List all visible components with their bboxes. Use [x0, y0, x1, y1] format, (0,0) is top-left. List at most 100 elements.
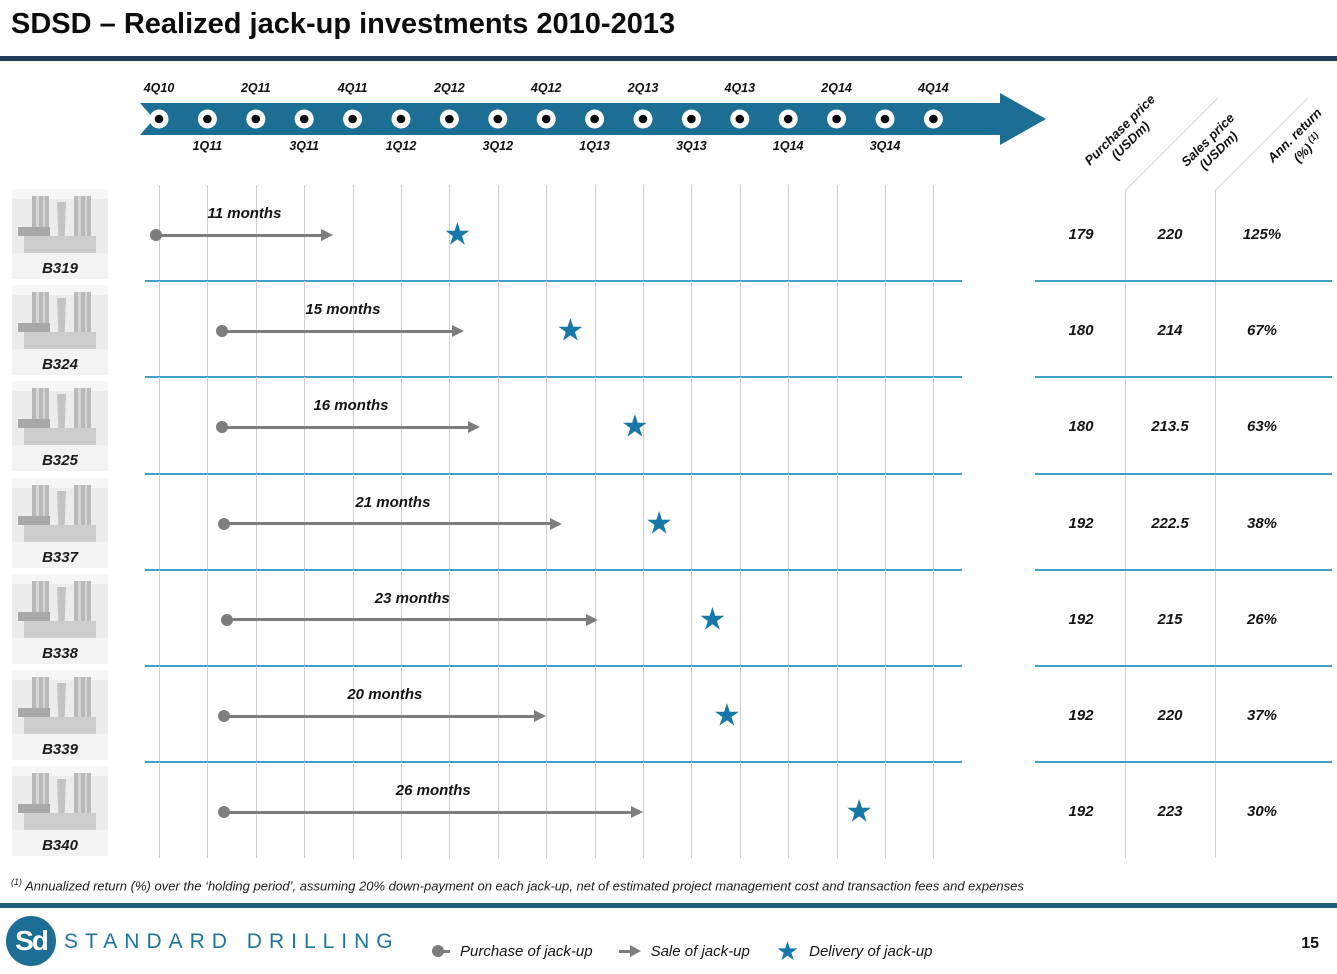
quarter-gridline	[836, 473, 838, 570]
jack-up-rig-image	[12, 189, 108, 279]
quarter-gridline	[836, 377, 838, 474]
rig-label: B337	[42, 548, 78, 566]
quarter-gridline	[739, 666, 741, 763]
delivery-star-icon: ★	[698, 601, 727, 637]
delivery-star-icon: ★	[556, 312, 585, 348]
quarter-gridline	[546, 569, 548, 666]
quarter-gridline	[207, 762, 209, 859]
quarter-gridline	[546, 473, 548, 570]
quarter-gridline	[933, 281, 935, 378]
quarter-gridline	[739, 377, 741, 474]
quarter-gridline	[207, 666, 209, 763]
quarter-gridline	[885, 762, 886, 859]
ann-return-value: 63%	[1246, 418, 1278, 436]
row-separator	[145, 568, 962, 571]
quarter-gridline	[788, 762, 790, 859]
quarter-gridline	[594, 666, 596, 763]
holding-period-label: 20 months	[347, 686, 423, 704]
quarter-gridline	[304, 185, 306, 282]
quarter-tick-label: 4Q13	[724, 81, 756, 95]
quarter-gridline	[691, 377, 693, 474]
quarter-gridline	[643, 185, 644, 282]
quarter-gridline	[788, 281, 790, 378]
quarter-tick-label: 3Q11	[289, 139, 320, 153]
quarter-gridline	[497, 473, 499, 570]
quarter-gridline	[885, 666, 886, 763]
rig-photo: B337	[12, 477, 108, 568]
quarter-tick-label: 2Q12	[434, 81, 465, 95]
row-separator	[1035, 472, 1332, 475]
jack-up-rig-image	[12, 285, 108, 376]
sales-price-value: 215	[1157, 610, 1183, 628]
page-title: SDSD – Realized jack-up investments 2010…	[11, 8, 676, 40]
holding-period-label: 11 months	[207, 205, 282, 223]
legend-item-sale: Sale of jack-up	[618, 942, 750, 960]
quarter-gridline	[546, 666, 548, 763]
quarter-tick-label: 4Q10	[143, 81, 175, 95]
quarter-gridline	[836, 569, 838, 666]
rig-row: B340 26 months ★ 192 223 30%	[0, 762, 1337, 859]
purchase-price-value: 192	[1068, 610, 1094, 628]
quarter-gridline	[449, 377, 451, 474]
table-column-divider	[1215, 190, 1216, 858]
holding-period-line	[228, 618, 587, 622]
holding-period-label: 16 months	[313, 397, 389, 415]
quarter-gridline	[788, 569, 790, 666]
quarter-gridline	[352, 281, 354, 378]
quarter-gridline	[594, 377, 596, 474]
legend-label: Sale of jack-up	[650, 942, 750, 960]
sale-arrow-icon	[451, 325, 464, 338]
sale-arrow-icon	[585, 613, 598, 626]
quarter-gridline	[546, 377, 548, 474]
delivery-star-icon: ★	[712, 697, 741, 733]
title-rule	[0, 56, 1337, 61]
quarter-gridline	[691, 762, 693, 859]
quarter-gridline	[304, 569, 306, 666]
quarter-tick-label: 1Q12	[385, 139, 417, 153]
row-separator	[145, 664, 962, 667]
quarter-gridline	[255, 762, 257, 859]
holding-period-line	[157, 233, 323, 237]
sales-price-value: 213.5	[1151, 418, 1189, 436]
quarter-gridline	[788, 666, 790, 763]
rig-label: B319	[42, 260, 78, 277]
quarter-gridline	[207, 377, 209, 474]
quarter-gridline	[207, 473, 209, 570]
delivery-star-icon: ★	[443, 216, 472, 252]
quarter-gridline	[739, 281, 741, 378]
quarter-gridline	[449, 762, 451, 859]
quarter-gridline	[546, 185, 548, 282]
quarter-gridline	[739, 762, 741, 859]
quarter-gridline	[691, 473, 693, 570]
quarter-gridline	[836, 185, 838, 282]
rig-photo: B325	[12, 381, 108, 472]
quarter-gridline	[885, 185, 886, 282]
legend-label: Purchase of jack-up	[460, 942, 593, 960]
sales-price-value: 220	[1157, 226, 1183, 244]
rig-label: B338	[42, 644, 78, 662]
holding-period-line	[223, 329, 453, 333]
quarter-gridline	[207, 569, 209, 666]
purchase-price-value: 192	[1068, 514, 1094, 532]
quarter-gridline	[885, 281, 886, 378]
quarter-gridline	[933, 185, 935, 282]
quarter-gridline	[691, 185, 693, 282]
quarter-gridline	[594, 185, 596, 282]
quarter-tick-label: 3Q12	[482, 139, 514, 153]
quarter-gridline	[691, 666, 693, 763]
row-separator	[1035, 761, 1332, 764]
rig-photo: B339	[12, 670, 108, 760]
quarter-gridline	[401, 185, 402, 282]
ann-return-value: 30%	[1246, 803, 1278, 821]
quarter-tick-label: 2Q13	[627, 81, 659, 95]
quarter-gridline	[594, 281, 596, 378]
jack-up-rig-image	[12, 477, 108, 568]
rig-row: B339 20 months ★ 192 220 37%	[0, 666, 1337, 764]
company-logo-icon: Sd	[6, 916, 56, 966]
rig-row: B325 16 months ★ 180 213.5 63%	[0, 377, 1337, 475]
quarter-gridline	[594, 762, 596, 859]
quarter-gridline	[594, 473, 596, 570]
quarter-tick-label: 1Q14	[772, 139, 804, 153]
quarter-gridline	[497, 377, 499, 474]
